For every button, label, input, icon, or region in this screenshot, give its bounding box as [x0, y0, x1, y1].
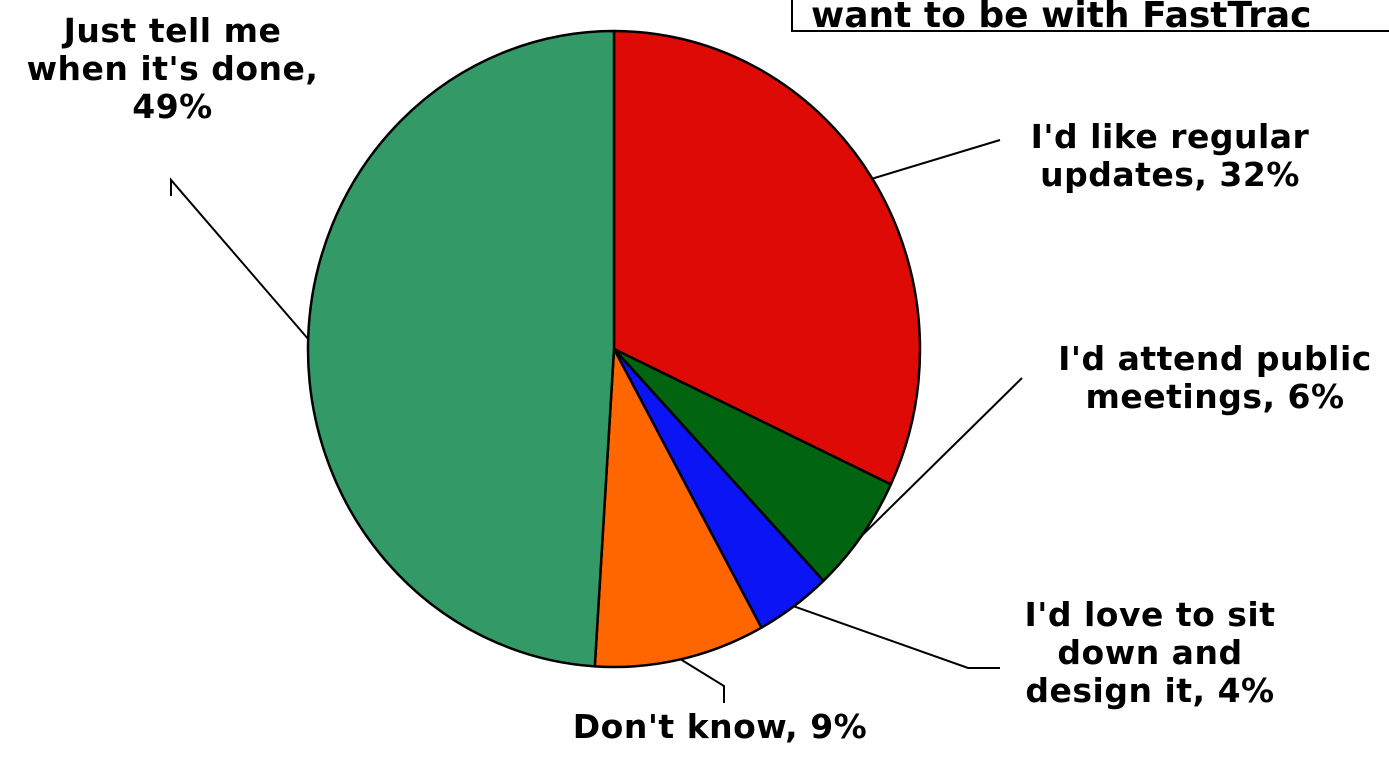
label-line: when it's done,	[26, 49, 319, 88]
label-just-tell-me: Just tell me when it's done, 49%	[0, 12, 345, 126]
label-design-it: I'd love to sit down and design it, 4%	[990, 596, 1310, 710]
label-line: design it, 4%	[1025, 671, 1275, 710]
label-public-meetings: I'd attend public meetings, 6%	[1030, 340, 1389, 416]
label-line: meetings, 6%	[1085, 377, 1345, 416]
label-dont-know: Don't know, 9%	[540, 708, 900, 746]
label-line: updates, 32%	[1040, 155, 1300, 194]
chart-title: want to be with FastTrac	[811, 0, 1312, 32]
label-line: Don't know, 9%	[572, 707, 868, 746]
slice-just-tell-me	[306, 29, 616, 668]
label-line: I'd attend public	[1058, 339, 1372, 378]
leader-line	[170, 177, 309, 340]
label-regular-updates: I'd like regular updates, 32%	[995, 118, 1345, 194]
leader-line	[872, 139, 1001, 180]
label-line: Just tell me	[63, 11, 282, 50]
slice-public-meetings	[612, 347, 893, 583]
chart-title-box: want to be with FastTrac	[791, 0, 1389, 32]
leader-line	[860, 377, 1023, 537]
label-line: 49%	[132, 87, 213, 126]
label-line: I'd like regular	[1030, 117, 1310, 156]
label-line: I'd love to sit	[1024, 595, 1276, 634]
leader-line	[680, 658, 725, 703]
leader-line	[793, 605, 1000, 669]
slice-dont-know	[593, 347, 763, 669]
label-line: down and	[1057, 633, 1243, 672]
